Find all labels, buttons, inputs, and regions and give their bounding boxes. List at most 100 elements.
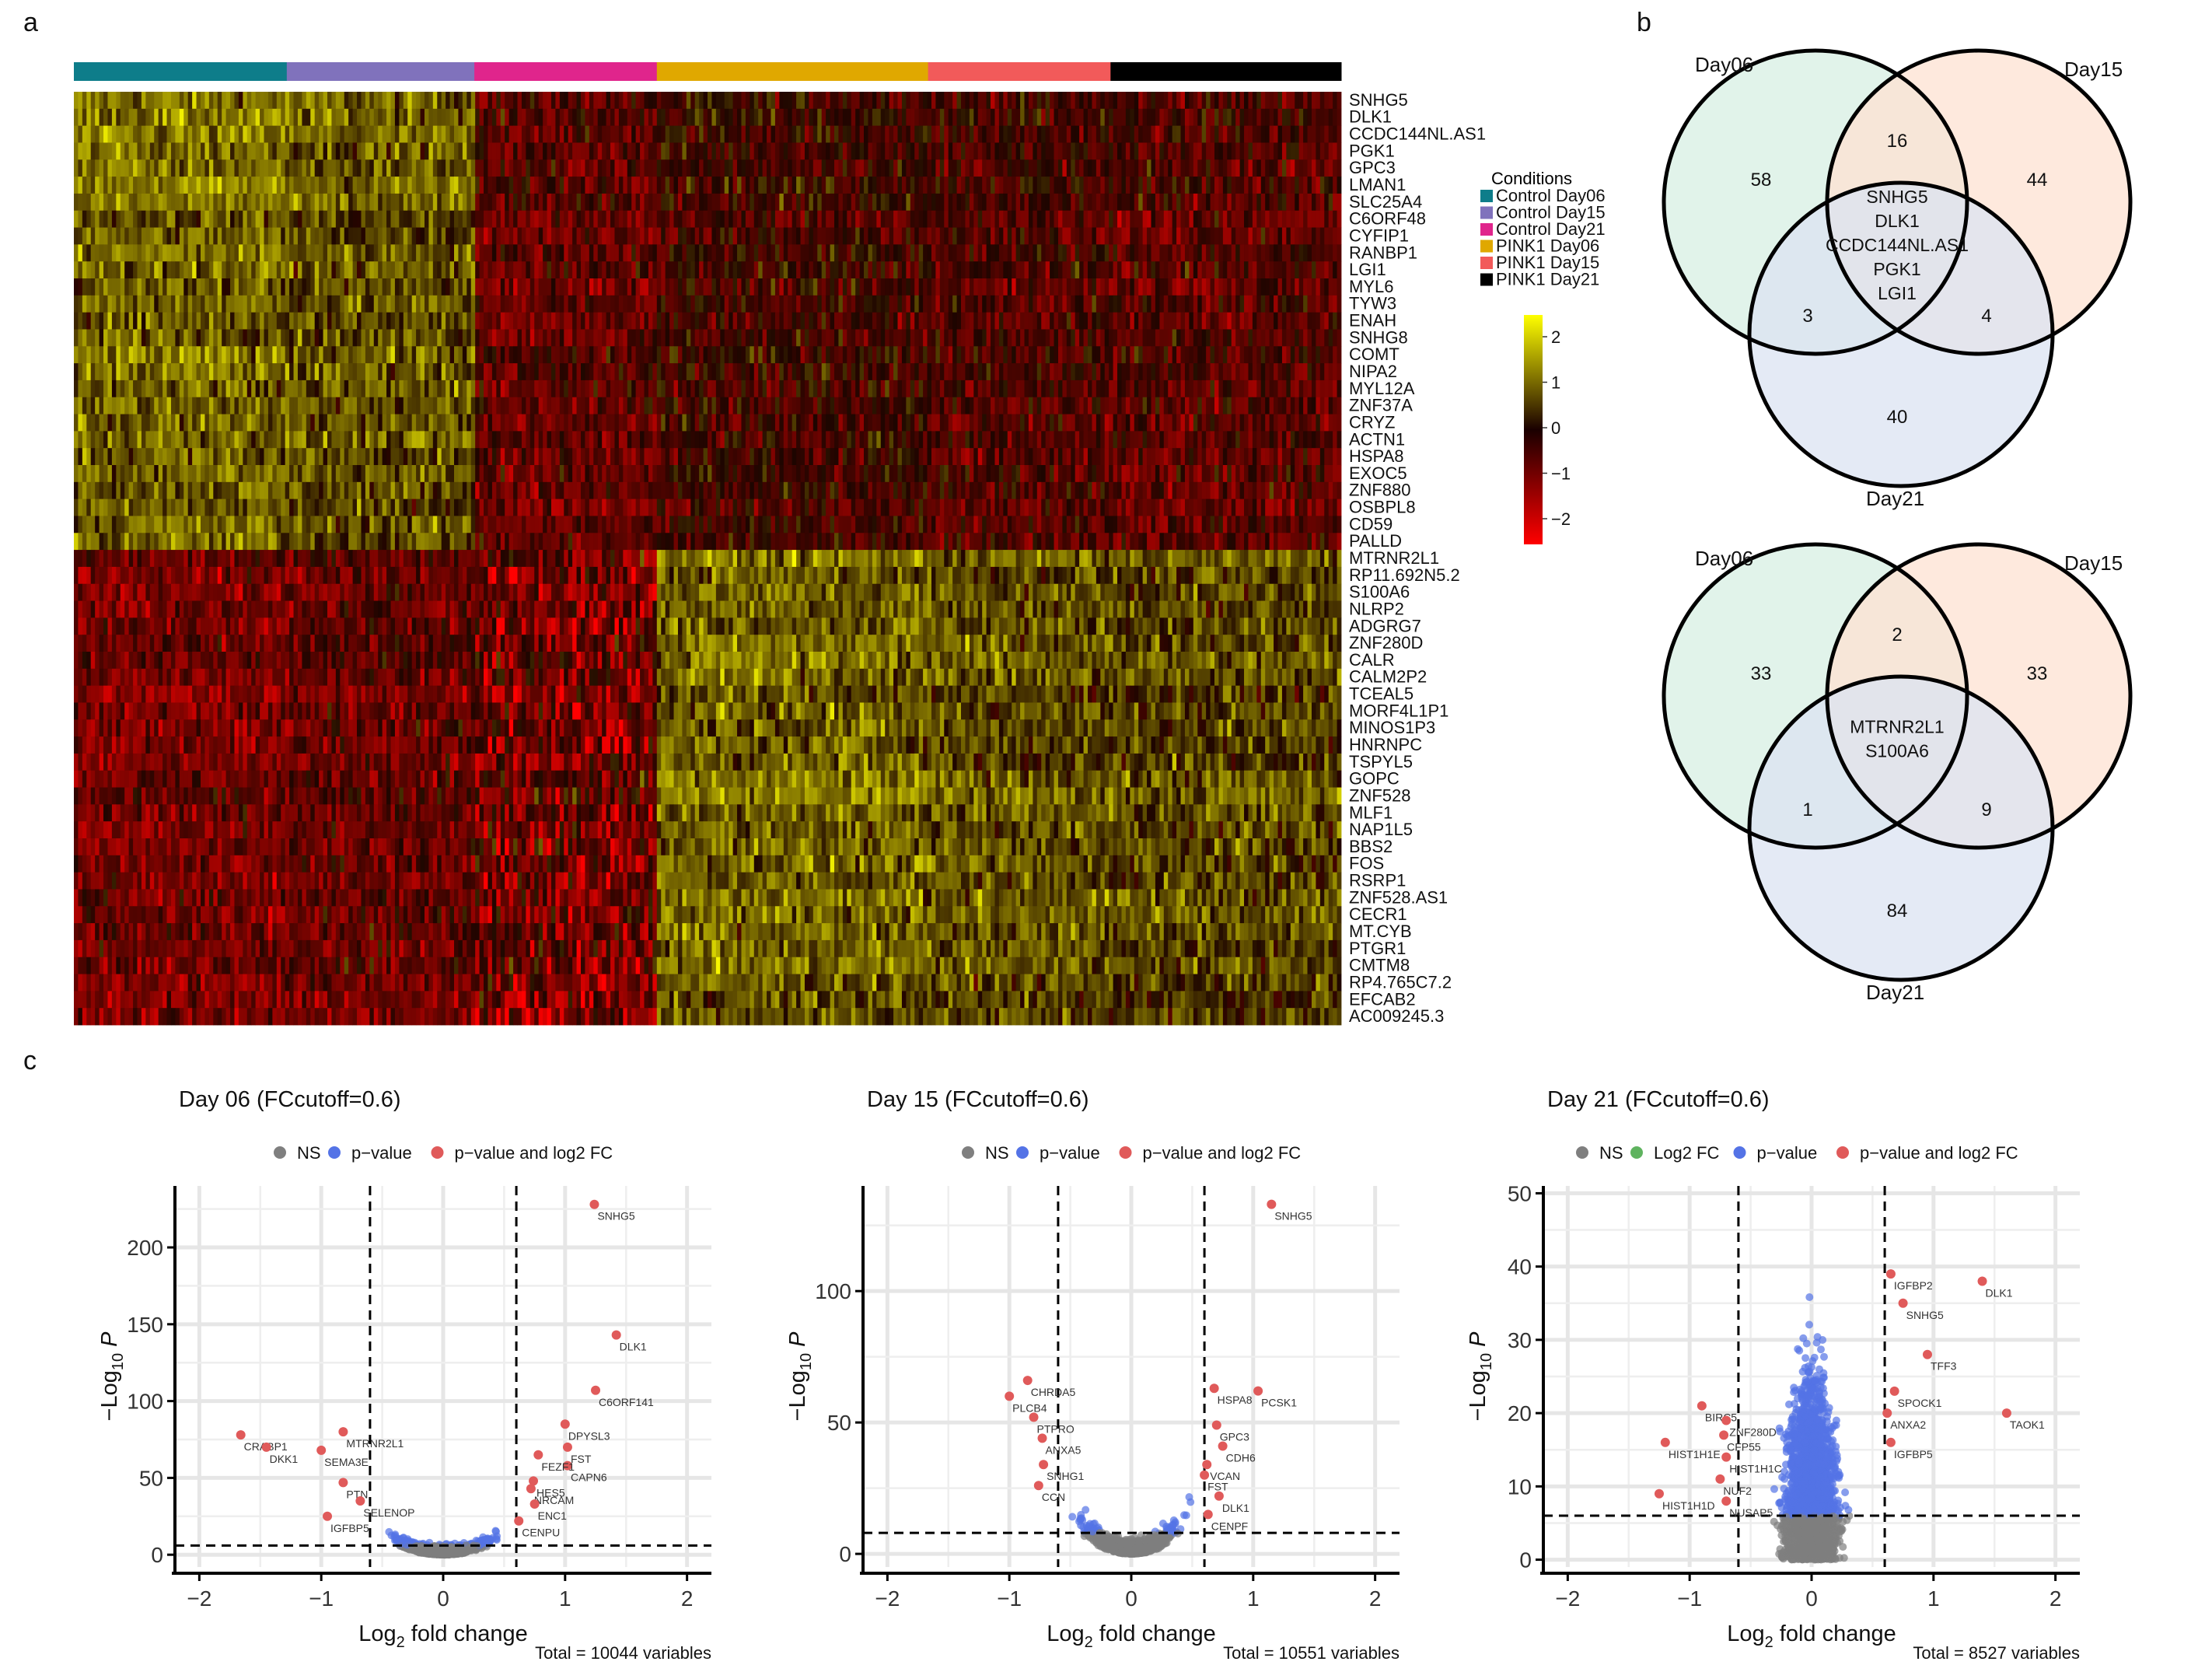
heatmap-cell	[732, 159, 738, 177]
heatmap-cell	[918, 210, 924, 228]
heatmap-cell	[508, 244, 514, 262]
heatmap-cell	[847, 312, 852, 330]
heatmap-cell	[1142, 177, 1148, 194]
heatmap-cell	[1003, 278, 1008, 296]
heatmap-cell	[416, 177, 421, 194]
heatmap-cell	[614, 346, 620, 364]
heatmap-cell	[1235, 278, 1240, 296]
heatmap-cell	[222, 295, 226, 313]
heatmap-cell	[1117, 193, 1122, 212]
heatmap-cell	[124, 227, 130, 245]
heatmap-cell	[998, 278, 1004, 296]
heatmap-cell	[458, 92, 463, 110]
heatmap-cell	[783, 295, 788, 313]
heatmap-cell	[910, 329, 915, 347]
heatmap-cell	[276, 329, 281, 347]
heatmap-cell	[576, 295, 582, 313]
heatmap-cell	[618, 227, 624, 245]
heatmap-cell	[496, 142, 501, 160]
heatmap-cell	[407, 108, 413, 127]
heatmap-cell	[1100, 92, 1106, 110]
heatmap-cell	[927, 329, 932, 347]
heatmap-cell	[543, 363, 547, 381]
heatmap-cell	[961, 125, 966, 143]
heatmap-cell	[1088, 261, 1092, 279]
heatmap-cell	[170, 210, 176, 228]
heatmap-cell	[1125, 159, 1130, 177]
heatmap-cell	[1057, 177, 1063, 194]
heatmap-cell	[340, 261, 345, 279]
heatmap-cell	[1121, 125, 1127, 143]
heatmap-cell	[982, 312, 987, 330]
heatmap-cell	[847, 159, 852, 177]
heatmap-cell	[618, 329, 624, 347]
heatmap-cell	[505, 108, 510, 127]
heatmap-cell	[365, 92, 370, 110]
heatmap-cell	[124, 108, 130, 127]
heatmap-cell	[1151, 244, 1156, 262]
heatmap-cell	[407, 159, 413, 177]
heatmap-cell	[508, 142, 514, 160]
heatmap-cell	[306, 177, 311, 194]
heatmap-cell	[699, 227, 704, 245]
heatmap-cell	[568, 261, 573, 279]
heatmap-cell	[78, 92, 83, 110]
heatmap-cell	[458, 261, 463, 279]
heatmap-cell	[732, 244, 738, 262]
heatmap-cell	[1172, 295, 1177, 313]
heatmap-cell	[1333, 193, 1337, 212]
heatmap-cell	[251, 142, 257, 160]
heatmap-cell	[804, 295, 809, 313]
heatmap-cell	[906, 142, 911, 160]
heatmap-cell	[260, 177, 264, 194]
heatmap-cell	[449, 108, 455, 127]
heatmap-cell	[534, 227, 540, 245]
heatmap-cell	[1298, 346, 1304, 364]
heatmap-cell	[686, 244, 691, 262]
heatmap-cell	[703, 108, 708, 127]
heatmap-cell	[487, 295, 493, 313]
heatmap-cell	[1218, 261, 1224, 279]
heatmap-cell	[838, 92, 844, 110]
heatmap-cell	[830, 92, 835, 110]
heatmap-cell	[690, 227, 696, 245]
heatmap-cell	[446, 329, 450, 347]
heatmap-cell	[699, 108, 704, 127]
heatmap-cell	[82, 261, 87, 279]
heatmap-cell	[170, 193, 176, 212]
heatmap-cell	[1050, 142, 1054, 160]
heatmap-cell	[1172, 177, 1177, 194]
heatmap-cell	[394, 92, 400, 110]
heatmap-cell	[585, 177, 590, 194]
heatmap-cell	[821, 312, 826, 330]
heatmap-cell	[597, 193, 603, 212]
heatmap-cell	[196, 295, 201, 313]
heatmap-cell	[491, 142, 497, 160]
heatmap-cell	[179, 261, 184, 279]
heatmap-cell	[327, 329, 332, 347]
heatmap-cell	[521, 193, 526, 212]
heatmap-cell	[82, 329, 87, 347]
heatmap-cell	[124, 363, 130, 381]
heatmap-cell	[120, 210, 125, 228]
heatmap-cell	[390, 278, 396, 296]
heatmap-cell	[1319, 329, 1325, 347]
heatmap-cell	[1100, 329, 1106, 347]
heatmap-cell	[441, 346, 446, 364]
heatmap-cell	[627, 92, 632, 110]
heatmap-cell	[344, 329, 349, 347]
heatmap-cell	[365, 125, 370, 143]
heatmap-cell	[335, 142, 341, 160]
heatmap-cell	[935, 108, 941, 127]
heatmap-cell	[720, 244, 725, 262]
heatmap-cell	[111, 312, 117, 330]
heatmap-cell	[585, 159, 590, 177]
heatmap-cell	[1214, 295, 1219, 313]
heatmap-cell	[581, 210, 585, 228]
heatmap-cell	[973, 210, 979, 228]
heatmap-cell	[889, 278, 894, 296]
heatmap-cell	[1113, 108, 1118, 127]
heatmap-cell	[1328, 142, 1333, 160]
heatmap-cell	[788, 159, 793, 177]
heatmap-cell	[428, 142, 434, 160]
